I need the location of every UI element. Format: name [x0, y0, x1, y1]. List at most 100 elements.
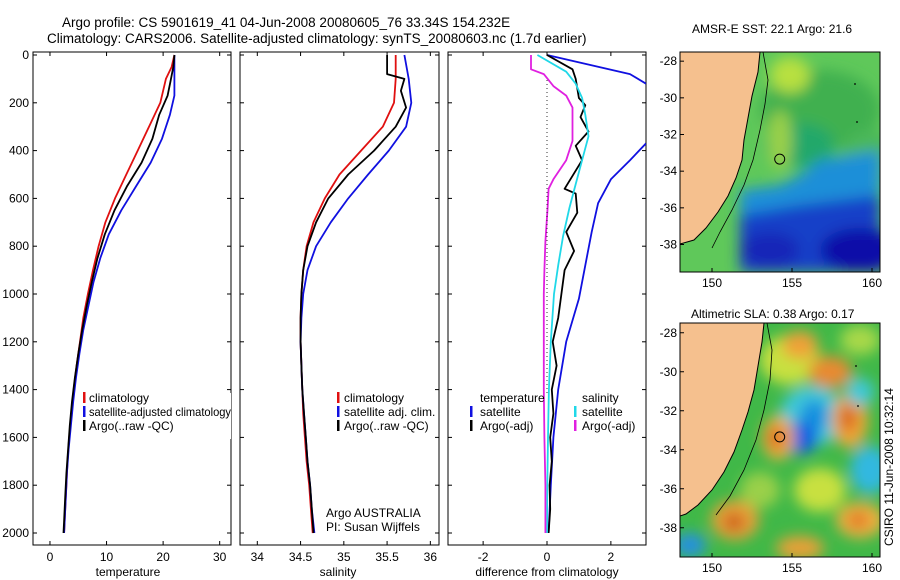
temperature-legend: climatology satellite-adjusted climatolo… [82, 391, 231, 439]
depth-tick-label: 1800 [2, 478, 29, 492]
depth-tick-label: 600 [9, 191, 29, 205]
map-x-tick-label: 155 [782, 276, 802, 290]
salinity-legend: climatology satellite adj. clim. Argo(..… [337, 391, 435, 433]
series-line [546, 54, 646, 85]
legend-swatch-temp-argo [470, 420, 473, 431]
map-y-tick-label: -34 [660, 164, 678, 178]
legend-group-title: salinity [582, 391, 619, 405]
difference-legend: temperature satellite Argo(-adj) salinit… [470, 391, 635, 433]
difference-series [530, 54, 646, 534]
credit-line2: PI: Susan Wijffels [326, 520, 420, 534]
x-tick-label: 0 [544, 550, 551, 564]
legend-swatch-temp-satellite [470, 406, 473, 417]
legend-swatch-sal-satellite [574, 406, 577, 417]
side-stamp: CSIRO 11-Jun-2008 10:32:14 [882, 388, 896, 546]
map-x-tick-label: 160 [862, 276, 882, 290]
temperature-x-ticks: 0 10 20 30 [47, 52, 227, 564]
depth-tick-label: 400 [9, 144, 29, 158]
depth-tick-label: 1200 [2, 335, 29, 349]
temperature-xlabel: temperature [96, 565, 161, 579]
map-y-tick-label: -38 [660, 238, 678, 252]
sla-map [680, 323, 880, 557]
sst-map-frame [679, 51, 881, 273]
difference-x-ticks: -2 0 2 [478, 52, 615, 564]
map-y-tick-label: -32 [660, 404, 678, 418]
map-x-tick-label: 155 [782, 561, 802, 575]
map-y-tick-label: -34 [660, 443, 678, 457]
legend-swatch-satellite [337, 406, 340, 417]
legend-entry: Argo(..raw -QC) [89, 419, 174, 433]
map-x-tick-label: 150 [702, 561, 722, 575]
legend-entry: Argo(-adj) [480, 419, 533, 433]
sla-map-frame [679, 322, 881, 558]
x-tick-label: 2 [608, 550, 615, 564]
depth-tick-label: 800 [9, 239, 29, 253]
x-tick-label: 30 [213, 550, 227, 564]
legend-entry: climatology [89, 391, 149, 405]
header-line2: Climatology: CARS2006. Satellite-adjuste… [47, 31, 587, 46]
sst-map-ticks: 150 155 160 -28 -30 -32 -34 -36 -38 [660, 54, 883, 290]
depth-tick-label: 200 [9, 96, 29, 110]
temperature-panel [32, 51, 232, 546]
sst-map [680, 52, 880, 272]
legend-swatch-argo [337, 420, 340, 431]
legend-swatch-climatology [337, 392, 340, 403]
series-line [530, 55, 574, 533]
map-x-tick-label: 160 [862, 561, 882, 575]
legend-group-title: temperature [480, 391, 545, 405]
map-y-tick-label: -30 [660, 91, 678, 105]
legend-entry: Argo(-adj) [582, 419, 635, 433]
sla-argo-position-marker [774, 431, 786, 443]
series-line [299, 55, 407, 534]
depth-tick-label: 1000 [2, 287, 29, 301]
map-y-tick-label: -28 [660, 54, 678, 68]
map-y-tick-label: -38 [660, 521, 678, 535]
sla-map-title: Altimetric SLA: 0.38 Argo: 0.17 [691, 307, 855, 321]
legend-swatch-sal-argo [574, 420, 577, 431]
sst-map-title: AMSR-E SST: 22.1 Argo: 21.6 [692, 22, 852, 36]
legend-entry: climatology [344, 391, 404, 405]
series-line [547, 142, 646, 534]
legend-swatch-climatology [83, 392, 86, 403]
legend-swatch-satellite [83, 406, 86, 417]
map-x-tick-label: 150 [702, 276, 722, 290]
map-y-tick-label: -30 [660, 365, 678, 379]
depth-axis: 0 200 400 600 800 1000 1200 1400 1600 1800 2000 [2, 48, 646, 540]
depth-tick-label: 1600 [2, 430, 29, 444]
map-y-tick-label: -28 [660, 326, 678, 340]
legend-entry: satellite adj. clim. [344, 405, 435, 419]
credit-line1: Argo AUSTRALIA [326, 506, 421, 520]
x-tick-label: 34.5 [289, 550, 313, 564]
x-tick-label: 35.5 [375, 550, 399, 564]
map-y-tick-label: -32 [660, 128, 678, 142]
salinity-series [299, 54, 413, 534]
depth-tick-label: 0 [22, 48, 29, 62]
map-y-tick-label: -36 [660, 482, 678, 496]
x-tick-label: 20 [156, 550, 170, 564]
temperature-series [62, 54, 176, 534]
x-tick-label: -2 [478, 550, 489, 564]
series-line [536, 54, 590, 534]
legend-entry: satellite [480, 405, 521, 419]
x-tick-label: 36 [424, 550, 438, 564]
legend-entry: satellite [582, 405, 623, 419]
x-tick-label: 34 [251, 550, 265, 564]
header-line1: Argo profile: CS 5901619_41 04-Jun-2008 … [62, 15, 510, 30]
x-tick-label: 35 [337, 550, 351, 564]
legend-entry: satellite-adjusted climatology [89, 405, 231, 419]
x-tick-label: 0 [47, 550, 54, 564]
salinity-panel [239, 51, 440, 546]
sst-argo-position-marker [774, 153, 786, 165]
depth-tick-label: 1400 [2, 383, 29, 397]
depth-tick-label: 2000 [2, 526, 29, 540]
sla-map-ticks: 150 155 160 -28 -30 -32 -34 -36 -38 [660, 326, 883, 575]
legend-swatch-argo [83, 420, 86, 431]
series-line [62, 54, 176, 534]
legend-entry: Argo(..raw -QC) [344, 419, 429, 433]
salinity-x-ticks: 34 34.5 35 35.5 36 [251, 52, 438, 564]
difference-xlabel: difference from climatology [475, 565, 618, 579]
map-y-tick-label: -36 [660, 201, 678, 215]
x-tick-label: 10 [100, 550, 114, 564]
salinity-xlabel: salinity [320, 565, 357, 579]
